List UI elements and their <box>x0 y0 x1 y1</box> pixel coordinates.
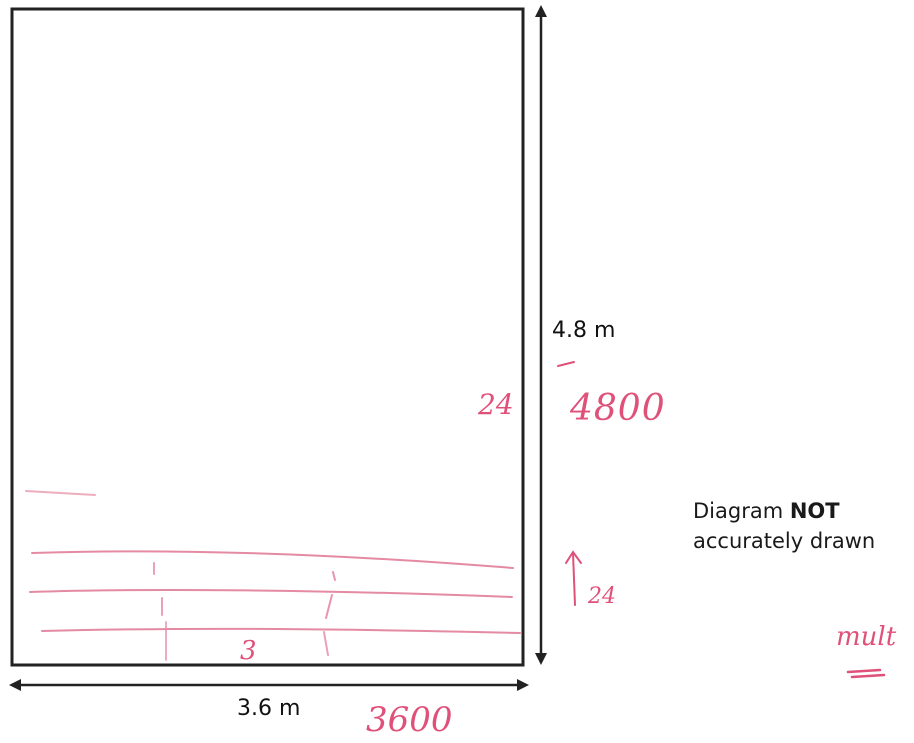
handwritten-width-mm: 3600 <box>366 700 453 740</box>
note-prefix: Diagram <box>693 499 784 523</box>
height-tick-mark <box>557 361 575 367</box>
tile-row-arrow <box>565 550 582 606</box>
note-line-1: Diagram NOT <box>693 496 875 526</box>
handwritten-tiles-right: 24 <box>588 584 616 609</box>
height-label: 4.8 m <box>552 318 616 343</box>
note-line-2: accurately drawn <box>693 529 876 553</box>
tile-sketch <box>25 490 521 661</box>
width-arrow <box>9 679 529 691</box>
handwritten-height-mm: 4800 <box>570 388 666 429</box>
accuracy-note: Diagram NOT accurately drawn <box>693 496 875 556</box>
handwritten-tiles-left: 24 <box>478 388 514 421</box>
width-label: 3.6 m <box>237 696 301 721</box>
note-emphasis: NOT <box>789 499 840 523</box>
height-arrow <box>535 5 547 665</box>
mult-underline <box>846 668 886 679</box>
handwritten-mult: mult <box>836 622 897 652</box>
room-rectangle <box>10 7 525 667</box>
handwritten-count-three: 3 <box>240 636 257 666</box>
